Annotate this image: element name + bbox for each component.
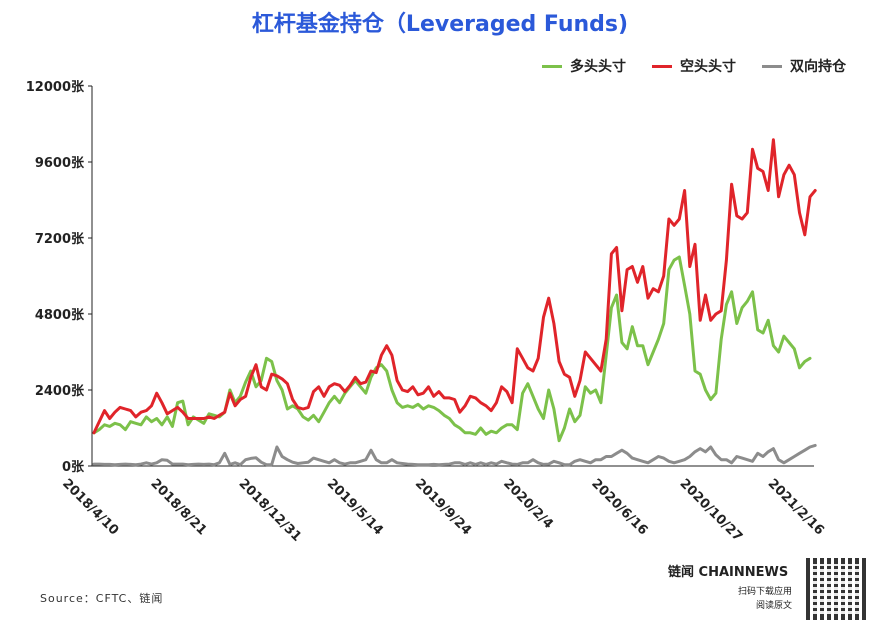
y-tick-label: 0张 <box>62 460 85 475</box>
legend-label-short: 空头头寸 <box>680 59 736 75</box>
y-tick-label: 9600张 <box>35 156 85 171</box>
legend-swatch-short <box>652 64 672 68</box>
legend: 多头头寸 空头头寸 双向持仓 <box>542 56 846 76</box>
brand-caption-line1: 扫码下载应用 <box>737 587 792 597</box>
x-tick-label: 2019/9/24 <box>412 476 474 538</box>
brand-caption: 扫码下载应用 阅读原文 <box>728 585 792 613</box>
source-note: Source：CFTC、链闻 <box>40 592 164 605</box>
brand-caption-line2: 阅读原文 <box>755 601 792 611</box>
x-tick-label: 2018/12/31 <box>236 476 304 544</box>
y-tick-label: 12000张 <box>26 80 85 95</box>
qr-code-icon[interactable] <box>806 558 868 620</box>
legend-item-long: 多头头寸 <box>542 56 626 76</box>
series-line-spread <box>92 443 817 467</box>
x-tick-label: 2018/4/10 <box>59 476 121 538</box>
legend-swatch-long <box>542 64 562 68</box>
series-line-short <box>92 138 817 435</box>
x-tick-label: 2019/5/14 <box>324 476 386 538</box>
series-line-long <box>92 255 812 443</box>
y-tick-label: 4800张 <box>35 308 85 323</box>
x-tick-label: 2020/6/16 <box>588 476 650 538</box>
legend-label-spread: 双向持仓 <box>790 59 846 75</box>
chart-title: 杠杆基金持仓（Leveraged Funds) <box>251 12 629 37</box>
y-tick-label: 2400张 <box>35 384 85 399</box>
legend-label-long: 多头头寸 <box>570 59 626 75</box>
x-tick-label: 2020/10/27 <box>677 476 745 544</box>
x-tick-label: 2018/8/21 <box>147 476 209 538</box>
brand-logo: 链闻 CHAINNEWS <box>668 565 789 580</box>
legend-item-spread: 双向持仓 <box>762 56 846 76</box>
x-tick-label: 2020/2/4 <box>500 476 556 532</box>
y-tick-label: 7200张 <box>35 232 85 247</box>
legend-swatch-spread <box>762 64 782 68</box>
x-tick-label: 2021/2/16 <box>765 476 827 538</box>
legend-item-short: 空头头寸 <box>652 56 736 76</box>
